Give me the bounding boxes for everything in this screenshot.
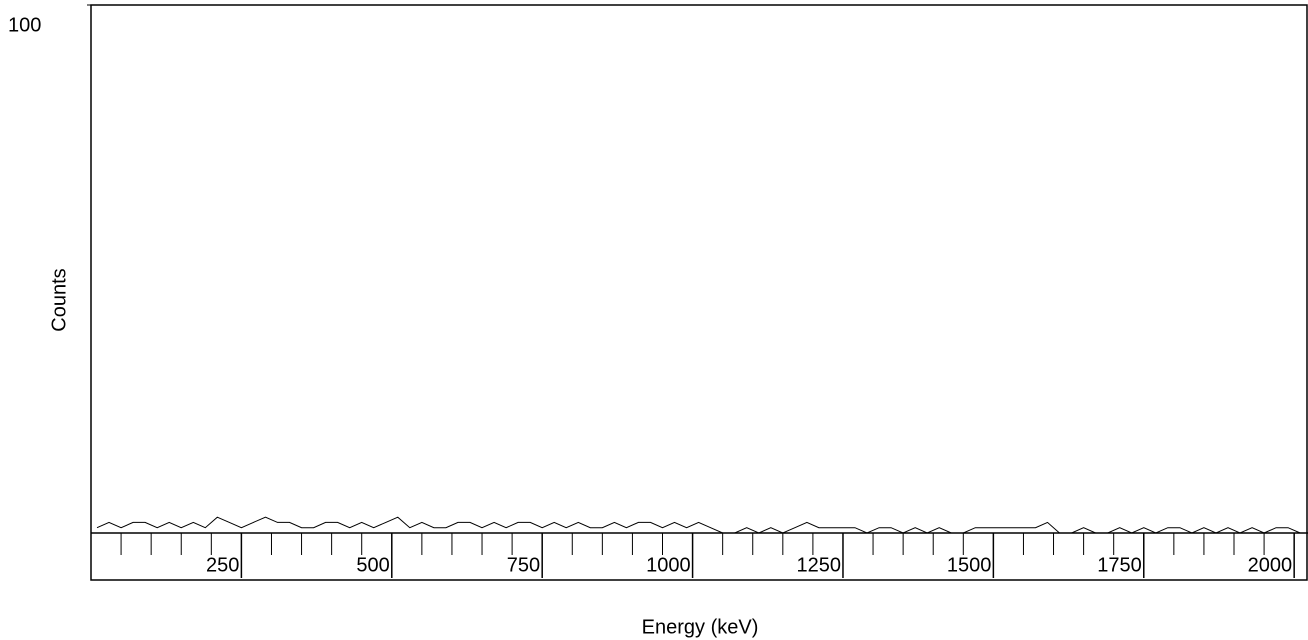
x-tick-label: 2000 — [1248, 554, 1293, 576]
x-tick-label: 1750 — [1097, 554, 1142, 576]
x-axis-label: Energy (keV) — [642, 616, 759, 638]
x-tick-label: 250 — [206, 554, 239, 576]
y-axis-label: Counts — [48, 268, 70, 331]
plot-frame — [90, 4, 1308, 581]
spectrum-line — [96, 516, 1301, 534]
y-tick-label: 100 — [8, 14, 41, 36]
x-tick-label: 500 — [356, 554, 389, 576]
x-tick-label: 1000 — [646, 554, 691, 576]
x-tick-label: 750 — [507, 554, 540, 576]
x-tick-label: 1500 — [947, 554, 992, 576]
x-tick-label: 1250 — [796, 554, 841, 576]
